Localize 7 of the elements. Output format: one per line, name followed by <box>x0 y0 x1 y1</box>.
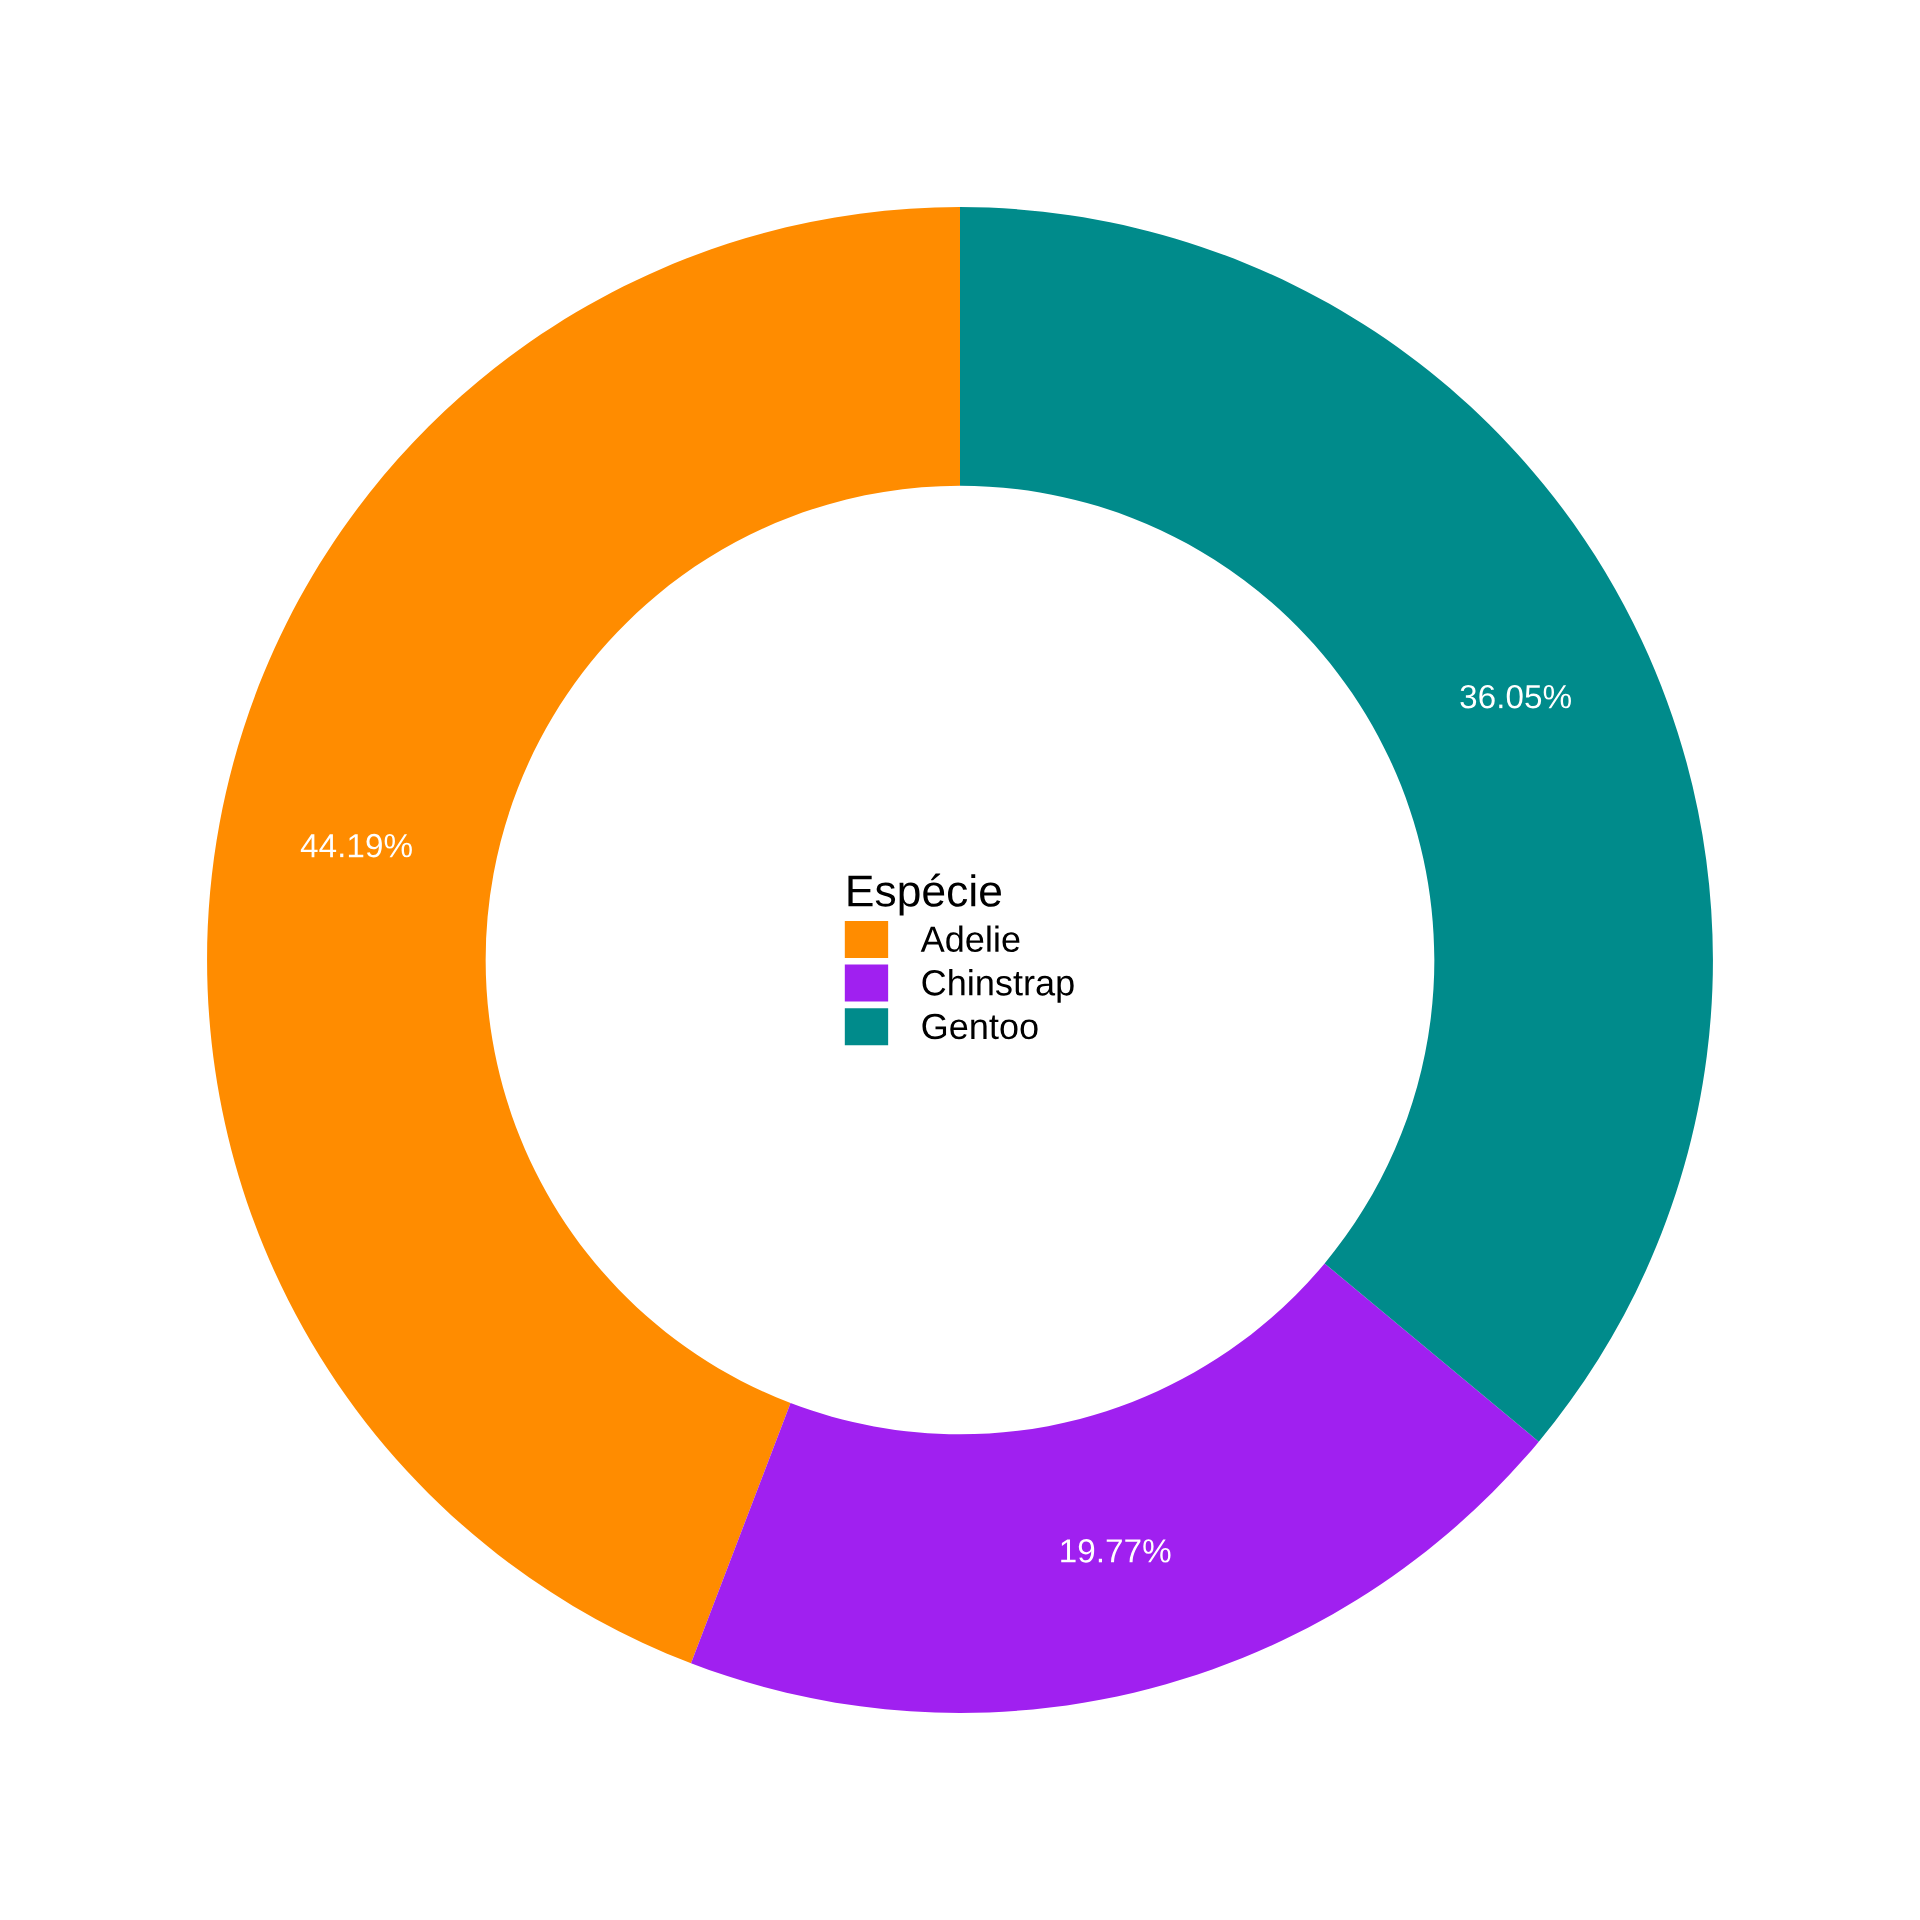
legend-label: Gentoo <box>922 1013 1038 1040</box>
data-label: 36.05% <box>1460 684 1571 709</box>
data-label: 44.19% <box>300 833 412 858</box>
legend-title: Espécie <box>848 873 1001 916</box>
legend-label: Adelie <box>920 925 1020 953</box>
legend-label: Chinstrap <box>922 969 1074 1003</box>
data-label: 19.77% <box>1061 1539 1171 1563</box>
